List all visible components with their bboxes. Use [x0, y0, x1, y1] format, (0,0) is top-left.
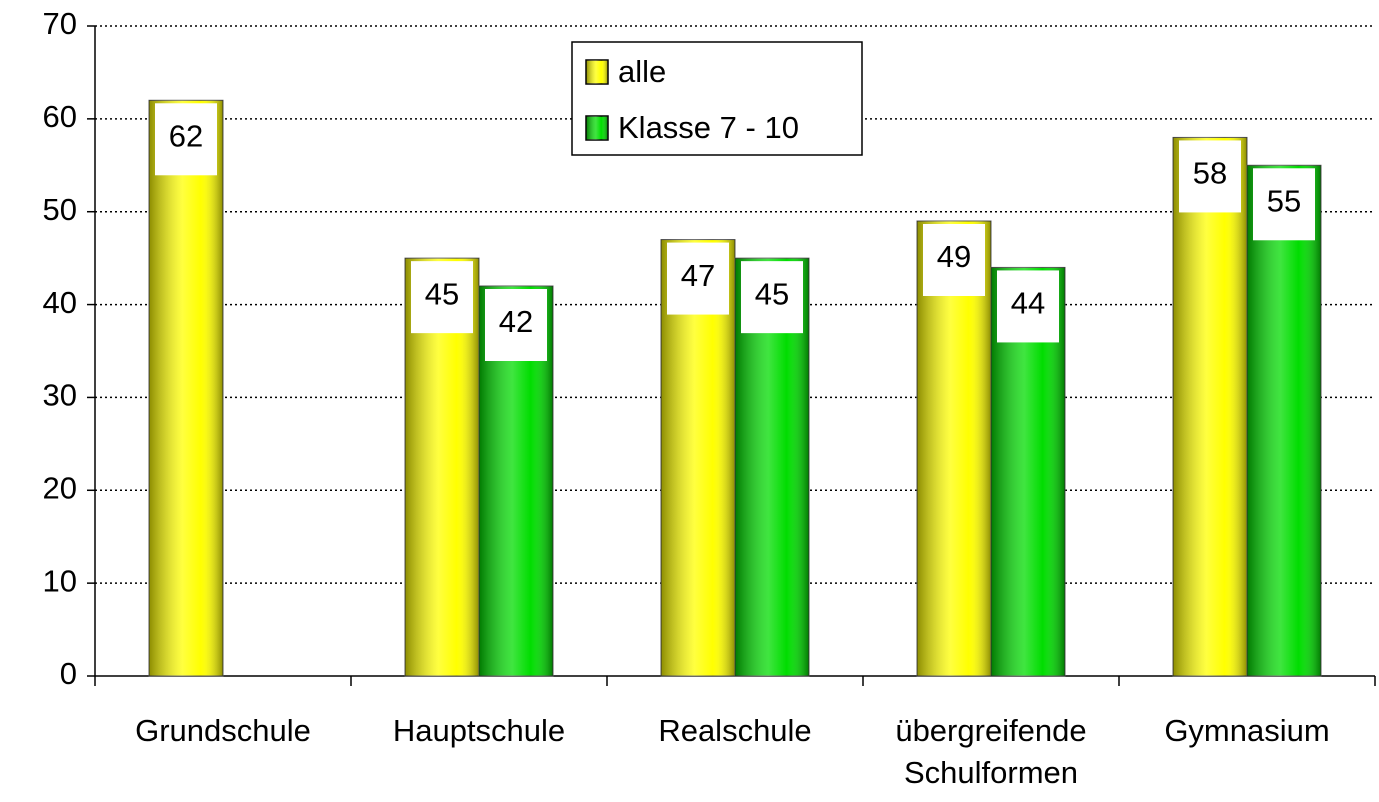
legend-box [571, 41, 863, 156]
value-label-box [155, 103, 217, 176]
value-label-box [1253, 168, 1315, 241]
value-label: 49 [937, 239, 971, 274]
value-label-box [997, 270, 1059, 343]
bar-shade [1247, 165, 1321, 677]
value-label: 47 [681, 258, 715, 293]
value-label: 45 [425, 276, 459, 311]
x-tick-label: Grundschule [135, 713, 311, 748]
value-label-box [411, 261, 473, 334]
y-tick-label: 40 [43, 285, 77, 320]
y-tick-label: 20 [43, 470, 77, 505]
y-tick-label: 0 [60, 656, 77, 691]
value-label: 42 [499, 304, 533, 339]
bar-shade [917, 221, 991, 676]
value-label-box [741, 261, 803, 334]
x-tick-label: Realschule [658, 713, 812, 748]
legend-swatch-shade [586, 60, 608, 84]
bar-shade [1173, 137, 1247, 676]
legend-swatch-shade [586, 116, 608, 140]
bar-shade [149, 100, 223, 677]
y-tick-label: 10 [43, 563, 77, 598]
value-label-box [1179, 140, 1241, 213]
x-tick-label: übergreifende Schulformen [895, 713, 1087, 790]
x-tick-label: Gymnasium [1164, 713, 1330, 748]
y-tick-label: 60 [43, 99, 77, 134]
value-label: 58 [1193, 156, 1227, 191]
y-tick-label: 30 [43, 378, 77, 413]
value-label-box [667, 242, 729, 315]
value-label: 55 [1267, 183, 1301, 218]
value-label: 45 [755, 276, 789, 311]
y-tick-label: 70 [43, 6, 77, 41]
y-tick-label: 50 [43, 192, 77, 227]
value-label: 44 [1011, 286, 1045, 321]
legend-label: Klasse 7 - 10 [618, 110, 799, 145]
value-label: 62 [169, 118, 203, 153]
value-label-box [485, 289, 547, 361]
value-label-box [923, 224, 985, 296]
x-tick-label: Hauptschule [392, 713, 566, 748]
legend-label: alle [618, 54, 666, 89]
